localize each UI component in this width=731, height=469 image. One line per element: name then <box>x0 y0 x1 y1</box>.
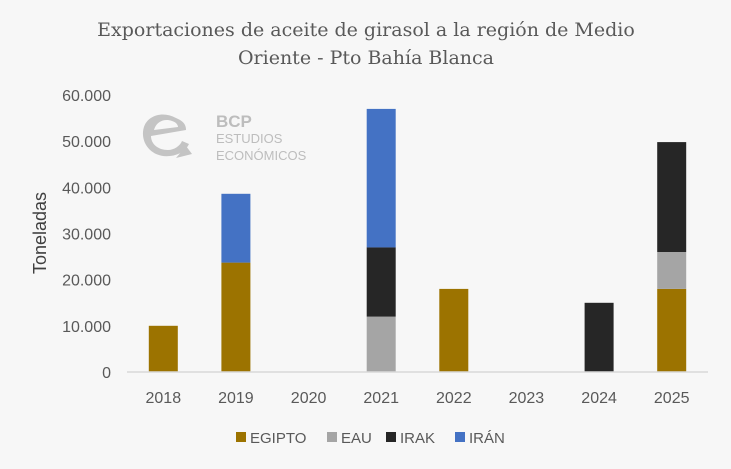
bar-2025-eau <box>657 252 687 289</box>
x-tick-label: 2021 <box>363 390 399 407</box>
y-tick-label: 20.000 <box>62 273 111 290</box>
y-axis-label: Toneladas <box>30 192 50 274</box>
legend-swatch <box>236 432 246 442</box>
y-tick-label: 10.000 <box>62 319 111 336</box>
bar-2022-egipto <box>439 288 469 372</box>
x-axis-ticks: 2018 2019 2020 2021 2022 2023 2024 2025 <box>146 390 690 407</box>
legend-label: EAU <box>341 430 372 447</box>
chart-title: Exportaciones de aceite de girasol a la … <box>97 19 635 69</box>
y-tick-label: 40.000 <box>62 180 111 197</box>
x-tick-label: 2020 <box>291 390 327 407</box>
y-tick-label: 50.000 <box>62 134 111 151</box>
bar-2024-irak <box>584 302 614 373</box>
legend-item-iran: IRÁN <box>455 430 505 447</box>
bar-2021-iran <box>366 108 396 248</box>
legend-item-eau: EAU <box>327 430 372 447</box>
bar-2021-irak <box>366 247 396 317</box>
chart-title-line-1: Exportaciones de aceite de girasol a la … <box>97 19 635 41</box>
legend-swatch <box>386 432 396 442</box>
bar-2019-egipto <box>221 262 251 372</box>
e-arrow-logo-icon <box>142 114 192 158</box>
x-tick-label: 2022 <box>436 390 472 407</box>
bar-2025-irak <box>657 142 687 252</box>
legend-label: EGIPTO <box>250 430 306 447</box>
watermark-line-1: ESTUDIOS <box>216 131 283 146</box>
watermark-brand: BCP <box>216 112 252 131</box>
legend-label: IRÁN <box>469 430 505 447</box>
x-tick-label: 2023 <box>509 390 545 407</box>
bar-2018-egipto <box>148 325 178 372</box>
y-tick-label: 30.000 <box>62 227 111 244</box>
x-tick-label: 2025 <box>654 390 690 407</box>
legend-item-irak: IRAK <box>386 430 435 447</box>
x-tick-label: 2024 <box>581 390 617 407</box>
bcp-watermark-logo: BCP ESTUDIOS ECONÓMICOS <box>142 112 307 163</box>
legend: EGIPTO EAU IRAK IRÁN <box>236 430 505 447</box>
legend-swatch <box>455 432 465 442</box>
y-axis-ticks: 0 10.000 20.000 30.000 40.000 50.000 60.000 <box>62 88 111 382</box>
chart-title-line-2: Oriente - Pto Bahía Blanca <box>238 47 494 69</box>
legend-swatch <box>327 432 337 442</box>
y-tick-label: 60.000 <box>62 88 111 105</box>
bar-2019-iran <box>221 193 251 263</box>
y-tick-label: 0 <box>102 365 111 382</box>
bar-2025-egipto <box>657 288 687 372</box>
legend-label: IRAK <box>400 430 435 447</box>
bars-group <box>148 108 687 373</box>
x-tick-label: 2019 <box>218 390 254 407</box>
x-tick-label: 2018 <box>146 390 182 407</box>
watermark-line-2: ECONÓMICOS <box>216 148 307 163</box>
bar-2021-eau <box>366 316 396 372</box>
legend-item-egipto: EGIPTO <box>236 430 306 447</box>
